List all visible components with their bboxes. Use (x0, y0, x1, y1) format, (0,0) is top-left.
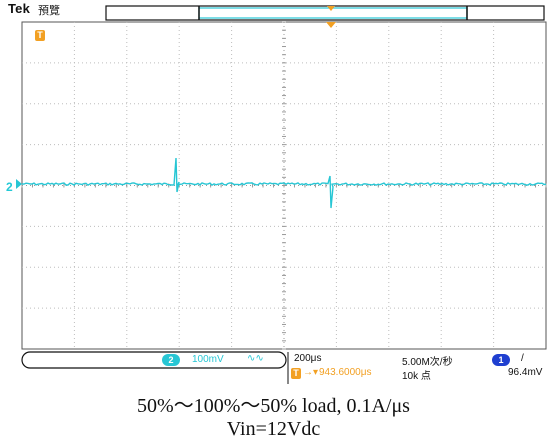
trigger-arrow-icon: →▾ (303, 367, 319, 378)
trigger-position-marker (326, 22, 336, 28)
ch2-badge[interactable]: 2 (162, 354, 180, 366)
trigger-marker-icon: T (35, 30, 45, 41)
ch2-level-arrow (16, 179, 22, 189)
channel-readout-pill (21, 351, 287, 369)
record-window-indicator (198, 7, 468, 19)
record-trigger-marker (327, 6, 335, 11)
trigger-level: 96.4mV (508, 367, 543, 378)
caption-line-1: 50%～100%～50% load, 0.1A/μs (137, 395, 410, 417)
acquisition-mode: 預覽 (38, 5, 60, 17)
graticule-grid (21, 21, 547, 350)
brand-logo: Tek (8, 1, 31, 16)
record-length: 10k 点 (402, 371, 431, 382)
record-view-bar (105, 5, 545, 21)
trigger-position: 943.6000μs (319, 367, 372, 378)
ch2-waveform-trace (21, 157, 547, 209)
ch2-level-label: 2 (6, 180, 13, 194)
caption-line-2: Vin=12Vdc (226, 418, 321, 440)
ch1-trigger-badge[interactable]: 1 (492, 354, 510, 366)
ch2-scale: 100mV (192, 354, 224, 365)
timebase-scale[interactable]: 200μs (294, 353, 322, 364)
readout-bar (21, 351, 289, 384)
trigger-icon: T (291, 368, 301, 379)
sample-rate: 5.00M次/秒 (402, 357, 453, 368)
ch2-coupling-icon: ∿∿ (247, 353, 264, 364)
record-bar-frame (105, 5, 545, 21)
trigger-slope-icon: / (521, 353, 524, 364)
